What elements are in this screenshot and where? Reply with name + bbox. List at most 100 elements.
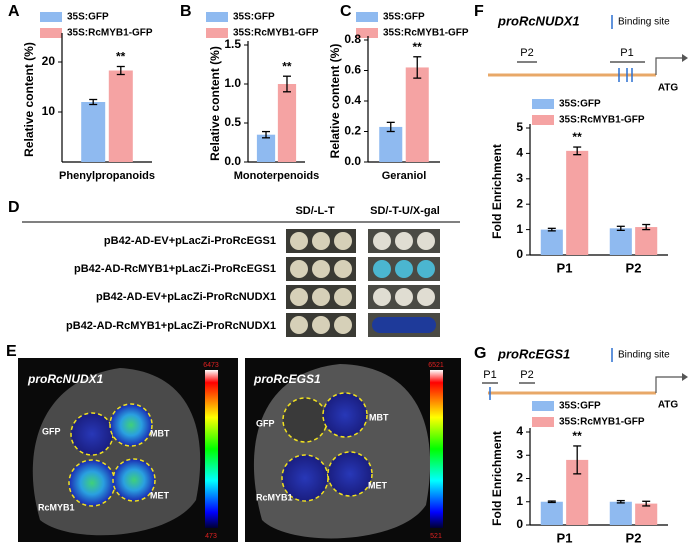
y-tick-label: 0.4 (344, 93, 361, 107)
y-tick-label: 3 (516, 447, 523, 461)
panel-label: G (474, 345, 486, 362)
panel-label: A (8, 3, 20, 20)
significance: ** (282, 59, 292, 73)
legend-label: 35S:GFP (383, 12, 425, 23)
y-tick-label: 1 (516, 494, 523, 508)
legend-swatch (532, 115, 554, 125)
legend-label: 35S:RcMYB1-GFP (67, 28, 153, 39)
bar (635, 227, 658, 255)
color-bar (205, 370, 218, 528)
colony-images (286, 229, 440, 337)
primer-label: P2 (520, 47, 533, 59)
y-tick-label: 4 (516, 146, 523, 160)
spot (327, 451, 373, 497)
spot (68, 459, 116, 507)
legend-label: Binding site (618, 350, 670, 361)
y-tick-label: 3 (516, 171, 523, 185)
arrow-head (682, 373, 688, 381)
start-codon: ATG (658, 400, 679, 411)
legend-label: 35S:RcMYB1-GFP (383, 28, 469, 39)
row-label: pB42-AD-RcMYB1+pLacZi-ProRcEGS1 (74, 263, 276, 275)
y-tick-label: 4 (516, 424, 523, 438)
y-tick-label: 0 (516, 517, 523, 531)
tss-arrow (655, 376, 682, 393)
column-header: SD/-T-U/X-gal (370, 205, 440, 217)
row-label: pB42-AD-RcMYB1+pLacZi-ProRcNUDX1 (66, 320, 276, 332)
legend-label: 35S:RcMYB1-GFP (559, 115, 645, 126)
y-tick-label: 2 (516, 471, 523, 485)
legend-label: 35S:RcMYB1-GFP (559, 417, 645, 428)
bar (108, 70, 133, 162)
scale-max: 6521 (428, 362, 444, 369)
y-tick-label: 10 (42, 104, 56, 118)
row-label: pB42-AD-EV+pLacZi-ProRcEGS1 (104, 235, 276, 247)
image-title: proRcNUDX1 (27, 372, 104, 386)
bar (609, 501, 632, 525)
x-tick-label: P1 (557, 530, 573, 545)
significance: ** (572, 130, 582, 144)
color-bar (430, 370, 443, 528)
row-label: pB42-AD-EV+pLacZi-ProRcNUDX1 (96, 291, 276, 303)
significance: ** (572, 429, 582, 443)
bar (566, 459, 589, 525)
legend-swatch (356, 28, 378, 38)
bar (405, 67, 429, 162)
panel-f-diagram: F proRcNUDX1 Binding site ATG P2 P1 (474, 3, 688, 94)
image-title: proRcEGS1 (253, 372, 321, 386)
bar (566, 150, 589, 255)
bar (609, 228, 632, 255)
scale-max: 6473 (203, 362, 219, 369)
legend-label: 35S:GFP (559, 99, 601, 110)
start-codon: ATG (658, 83, 679, 94)
panel-g-diagram: G proRcEGS1 Binding site ATG P1 P2 (474, 345, 688, 411)
legend-label: 35S:GFP (233, 12, 275, 23)
significance: ** (412, 40, 422, 54)
y-axis-label: Fold Enrichment (490, 144, 504, 239)
x-tick-label: P2 (626, 260, 642, 275)
legend-swatch (532, 417, 554, 427)
y-axis-label: Relative content (%) (328, 44, 342, 159)
y-axis-label: Fold Enrichment (490, 431, 504, 526)
y-tick-label: 20 (42, 54, 56, 68)
scale-min: 521 (430, 533, 442, 540)
spot-label: MET (368, 480, 388, 490)
tss-arrow (655, 57, 682, 75)
y-tick-label: 1 (516, 222, 523, 236)
y-tick-label: 5 (516, 120, 523, 134)
spot-label: GFP (256, 418, 275, 428)
y-axis-label: Relative content (%) (22, 42, 36, 157)
bar (81, 102, 106, 162)
spot (70, 412, 114, 456)
y-tick-label: 0.0 (344, 154, 361, 168)
spot-label: MET (150, 490, 170, 500)
spot-label: GFP (42, 426, 61, 436)
legend-swatch (40, 28, 62, 38)
bar (540, 501, 563, 525)
y-tick-label: 0 (516, 247, 523, 261)
legend-label: 35S:GFP (67, 12, 109, 23)
y-tick-label: 1.5 (224, 37, 241, 51)
y-tick-label: 2 (516, 196, 523, 210)
column-header: SD/-L-T (295, 205, 334, 217)
panel-d: D SD/-L-T SD/-T-U/X-gal pB42-AD-EV+pLacZ… (8, 199, 460, 337)
y-tick-label: 0.8 (344, 32, 361, 46)
legend-swatch (206, 28, 228, 38)
bar (379, 126, 403, 162)
panel-label: D (8, 199, 20, 216)
y-tick-label: 1.0 (224, 76, 241, 90)
bar (540, 229, 563, 255)
y-tick-label: 0.2 (344, 124, 361, 138)
spot (322, 392, 368, 438)
significance: ** (116, 50, 126, 64)
panel-label: C (340, 3, 352, 20)
spot (112, 458, 156, 502)
panel-label: B (180, 3, 192, 20)
primer-label: P1 (620, 47, 633, 59)
binding-sites (618, 68, 633, 82)
legend-swatch (532, 99, 554, 109)
panel-e: E 6473 473 proRcNUDX1 GFP MBT RcMYB1 MET… (6, 343, 461, 542)
legend-swatch (356, 12, 378, 22)
